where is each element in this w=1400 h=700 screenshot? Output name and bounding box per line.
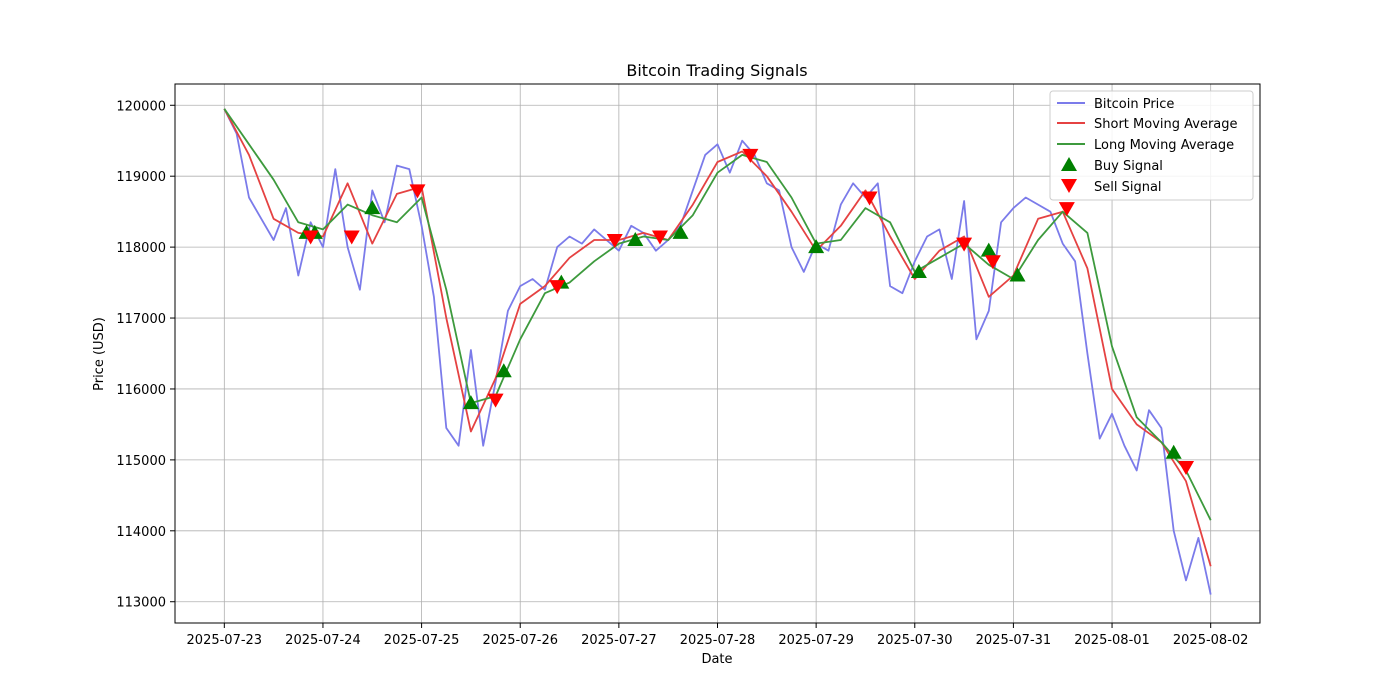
sell-signal-marker (984, 255, 1001, 270)
chart-title: Bitcoin Trading Signals (626, 61, 807, 80)
buy-signal-marker (1165, 444, 1182, 459)
x-tick-label: 2025-07-27 (581, 633, 657, 648)
buy-signal-marker (495, 363, 512, 378)
y-tick-label: 120000 (116, 99, 166, 114)
legend: Bitcoin Price Short Moving Average Long … (1049, 90, 1254, 201)
sell-signal-marker (1058, 202, 1075, 217)
buy-signal-marker (672, 224, 689, 239)
sell-signal-marker (861, 191, 878, 206)
x-tick-label: 2025-07-28 (680, 633, 756, 648)
sell-signal-marker (956, 237, 973, 252)
series-line-short-ma (223, 108, 1212, 567)
plot-frame (174, 83, 1261, 624)
sell-signal-marker (343, 230, 360, 245)
x-axis-label: Date (701, 652, 732, 667)
series-line-long-ma (223, 108, 1212, 521)
buy-signal-marker (364, 200, 381, 215)
x-tick-label: 2025-07-29 (778, 633, 854, 648)
legend-label-long-ma: Long Moving Average (1094, 138, 1234, 153)
sell-signal-marker (742, 148, 759, 163)
y-axis-label: Price (USD) (92, 317, 107, 391)
legend-label-short-ma: Short Moving Average (1094, 117, 1238, 132)
x-axis-ticks: 2025-07-23 2025-07-24 2025-07-25 2025-07-26… (187, 623, 1249, 648)
x-tick-label: 2025-07-26 (482, 633, 558, 648)
sell-signal-marker (487, 393, 504, 408)
sell-signal-marker (549, 280, 566, 295)
buy-signal-marker (910, 263, 927, 278)
y-tick-label: 116000 (116, 383, 166, 398)
sell-signal-marker (302, 230, 319, 245)
legend-box (1049, 90, 1254, 201)
buy-signal-marker (980, 242, 997, 257)
buy-signal-marker (462, 395, 479, 410)
series-lines (223, 108, 1212, 595)
y-tick-label: 113000 (116, 596, 166, 611)
y-tick-label: 117000 (116, 312, 166, 327)
legend-swatch-sell (1061, 179, 1077, 193)
x-tick-label: 2025-07-31 (976, 633, 1052, 648)
legend-label-sell: Sell Signal (1094, 180, 1162, 195)
x-tick-label: 2025-07-30 (877, 633, 953, 648)
sell-signal-marker (409, 184, 426, 199)
buy-signal-marker (1009, 267, 1026, 282)
legend-swatch-buy (1061, 157, 1077, 171)
signal-markers (298, 148, 1195, 475)
sell-signal-marker (1178, 460, 1195, 475)
y-axis-ticks: 113000 114000 115000 116000 117000 118000 1190… (116, 99, 175, 611)
x-tick-label: 2025-08-02 (1173, 633, 1249, 648)
legend-label-price: Bitcoin Price (1094, 97, 1174, 112)
y-tick-label: 119000 (116, 170, 166, 185)
legend-label-buy: Buy Signal (1094, 159, 1163, 174)
y-tick-label: 114000 (116, 525, 166, 540)
sell-signal-marker (606, 234, 623, 249)
buy-signal-marker (808, 239, 825, 254)
x-tick-label: 2025-07-23 (187, 633, 263, 648)
series-line-bitcoin-price (223, 108, 1212, 595)
x-tick-label: 2025-08-01 (1074, 633, 1150, 648)
y-tick-label: 115000 (116, 454, 166, 469)
x-tick-label: 2025-07-25 (384, 633, 460, 648)
y-tick-label: 118000 (116, 241, 166, 256)
sell-signal-marker (651, 230, 668, 245)
buy-signal-marker (627, 232, 644, 247)
x-tick-label: 2025-07-24 (285, 633, 361, 648)
